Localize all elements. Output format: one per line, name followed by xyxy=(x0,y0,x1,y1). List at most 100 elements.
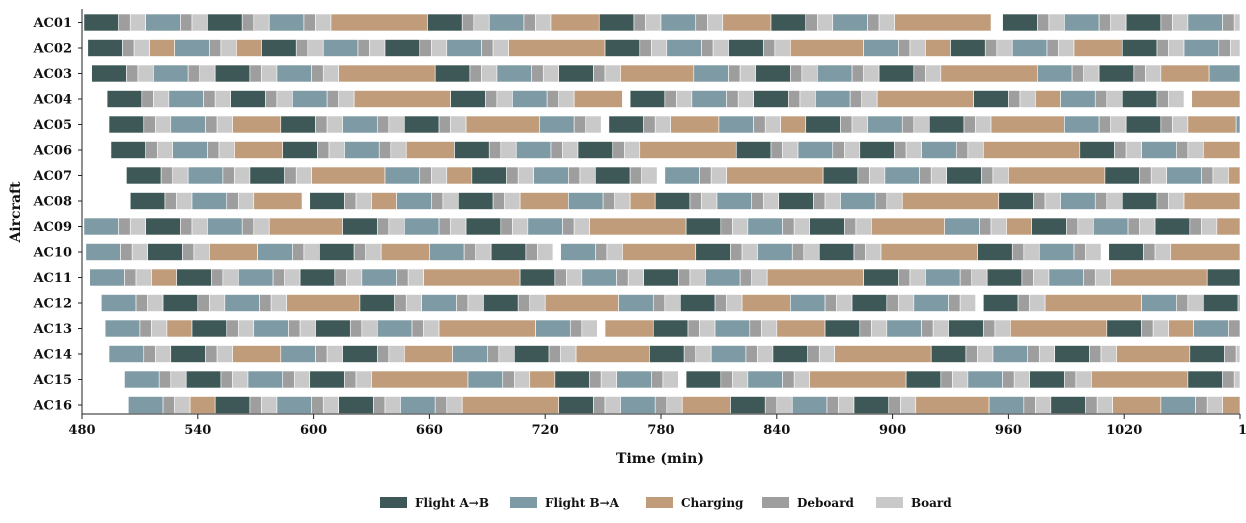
legend-swatch xyxy=(380,497,407,508)
board-segment xyxy=(369,39,386,57)
flight-a-b-segment xyxy=(1203,294,1239,312)
charging-segment xyxy=(371,192,397,210)
board-segment xyxy=(328,141,345,159)
deboard-segment xyxy=(1222,370,1235,389)
flight-b-a-segment xyxy=(716,192,753,210)
deboard-segment xyxy=(1189,217,1202,236)
board-segment xyxy=(1172,13,1189,32)
board-segment xyxy=(562,141,579,159)
flight-b-a-segment xyxy=(832,13,868,32)
flight-b-a-segment xyxy=(867,115,903,134)
flight-a-b-segment xyxy=(490,243,527,261)
charging-segment xyxy=(1183,192,1241,210)
flight-b-a-segment xyxy=(1048,268,1084,287)
deboard-segment xyxy=(419,166,432,185)
deboard-segment xyxy=(226,319,239,338)
deboard-segment xyxy=(612,141,625,159)
board-segment xyxy=(193,243,210,261)
deboard-segment xyxy=(456,294,469,312)
deboard-segment xyxy=(602,192,615,210)
board-segment xyxy=(701,192,718,210)
x-tick-label: 780 xyxy=(647,423,674,438)
charging-segment xyxy=(940,64,1038,83)
board-segment xyxy=(1201,217,1218,236)
flight-a-b-segment xyxy=(342,345,378,363)
deboard-segment xyxy=(469,64,482,83)
deboard-segment xyxy=(143,115,156,134)
deboard-segment xyxy=(1011,243,1025,261)
legend-label: Flight A→B xyxy=(415,496,489,510)
board-segment xyxy=(326,345,343,363)
deboard-segment xyxy=(593,64,606,83)
charging-segment xyxy=(834,345,932,363)
flight-b-a-segment xyxy=(840,192,876,210)
flight-a-b-segment xyxy=(685,217,722,236)
charging-segment xyxy=(1044,294,1142,312)
flight-b-a-segment xyxy=(187,166,224,185)
board-segment xyxy=(1110,13,1127,32)
deboard-segment xyxy=(1027,345,1040,363)
charging-segment xyxy=(404,345,453,363)
deboard-segment xyxy=(805,13,818,32)
board-segment xyxy=(276,90,293,108)
board-segment xyxy=(558,90,575,108)
board-segment xyxy=(537,243,554,261)
deboard-segment xyxy=(593,396,606,414)
deboard-segment xyxy=(728,64,741,83)
deboard-segment xyxy=(616,268,629,287)
flight-a-b-segment xyxy=(309,192,345,210)
flight-b-a-segment xyxy=(276,396,312,414)
board-segment xyxy=(801,64,818,83)
board-segment xyxy=(604,396,621,414)
legend-label: Charging xyxy=(681,496,744,510)
deboard-segment xyxy=(762,39,776,57)
board-segment xyxy=(1145,64,1162,83)
flight-a-b-segment xyxy=(384,39,421,57)
board-segment xyxy=(450,217,467,236)
flight-b-a-segment xyxy=(718,115,754,134)
board-segment xyxy=(232,370,249,389)
charging-segment xyxy=(1116,345,1191,363)
flight-a-b-segment xyxy=(598,13,635,32)
charging-segment xyxy=(405,141,455,159)
flight-a-b-segment xyxy=(778,192,814,210)
board-segment xyxy=(975,115,992,134)
deboard-segment xyxy=(180,217,193,236)
charging-segment xyxy=(465,115,540,134)
board-segment xyxy=(238,192,255,210)
charging-segment xyxy=(1168,319,1194,338)
charging-segment xyxy=(529,370,556,389)
flight-a-b-segment xyxy=(818,243,855,261)
board-segment xyxy=(782,141,799,159)
board-segment xyxy=(560,345,577,363)
flight-b-a-segment xyxy=(1183,39,1220,57)
deboard-segment xyxy=(394,294,407,312)
board-segment xyxy=(156,141,174,159)
flight-a-b-segment xyxy=(679,294,716,312)
board-segment xyxy=(990,217,1007,236)
flight-b-a-segment xyxy=(1193,319,1229,338)
board-segment xyxy=(865,243,882,261)
deboard-segment xyxy=(1098,13,1111,32)
legend-swatch xyxy=(646,497,673,508)
charging-segment xyxy=(575,345,650,363)
board-segment xyxy=(689,268,706,287)
board-segment xyxy=(172,166,189,185)
deboard-segment xyxy=(205,115,218,134)
board-segment xyxy=(1206,396,1223,414)
deboard-segment xyxy=(376,345,390,363)
deboard-segment xyxy=(687,319,700,338)
board-segment xyxy=(932,319,949,338)
board-segment xyxy=(191,217,208,236)
board-segment xyxy=(218,141,235,159)
deboard-segment xyxy=(857,166,870,185)
board-segment xyxy=(1152,319,1169,338)
flight-b-a-segment xyxy=(247,370,284,389)
flight-b-a-segment xyxy=(83,217,119,236)
board-segment xyxy=(851,115,868,134)
flight-b-a-segment xyxy=(257,243,293,261)
flight-a-b-segment xyxy=(261,39,297,57)
flight-b-a-segment xyxy=(446,39,482,57)
flight-a-b-segment xyxy=(905,370,942,389)
flight-a-b-segment xyxy=(608,115,644,134)
